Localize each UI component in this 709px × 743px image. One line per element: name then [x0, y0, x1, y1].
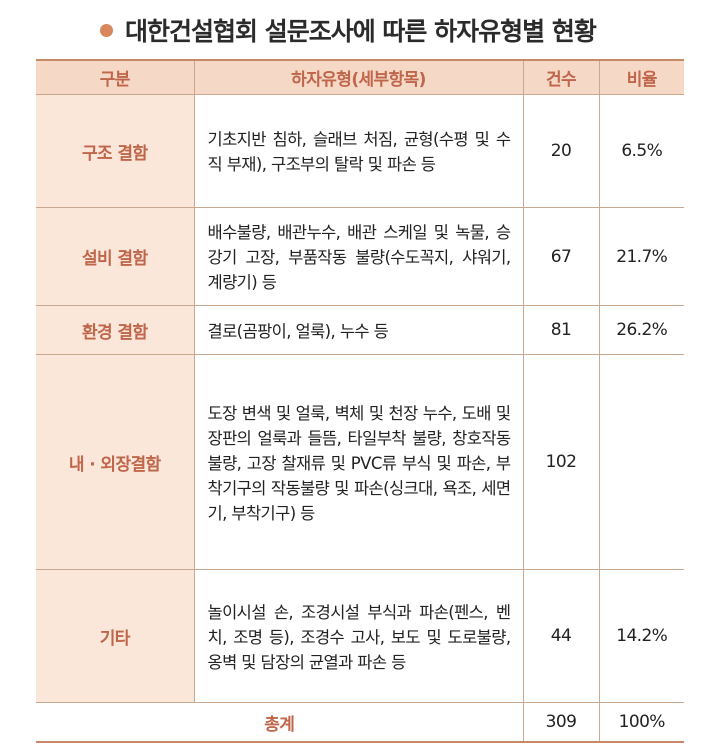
row-count: 81 [523, 305, 600, 355]
row-count: 20 [523, 94, 600, 208]
row-detail: 기초지반 침하, 슬래브 처짐, 균형(수평 및 수직 부재), 구조부의 탈락… [194, 94, 524, 208]
row-ratio: 14.2% [599, 569, 684, 703]
table-row: 환경 결함 결로(곰팡이, 얼룩), 누수 등 81 26.2% [36, 305, 684, 355]
row-detail: 도장 변색 및 얼룩, 벽체 및 천장 누수, 도배 및 장판의 얼룩과 들뜸,… [194, 354, 524, 570]
bullet-dot-icon [100, 23, 113, 37]
row-category: 설비 결함 [36, 207, 195, 306]
row-ratio [599, 354, 684, 570]
table-row: 구조 결함 기초지반 침하, 슬래브 처짐, 균형(수평 및 수직 부재), 구… [36, 94, 684, 208]
table-header-row: 구분 하자유형(세부항목) 건수 비율 [36, 59, 684, 95]
table-total-row: 총계 309 100% [36, 702, 684, 743]
row-detail: 배수불량, 배관누수, 배관 스케일 및 녹물, 승강기 고장, 부품작동 불량… [194, 207, 524, 306]
row-ratio: 6.5% [599, 94, 684, 208]
header-ratio: 비율 [599, 59, 684, 95]
defect-type-table: 구분 하자유형(세부항목) 건수 비율 구조 결함 기초지반 침하, 슬래브 처… [36, 59, 684, 743]
row-detail: 놀이시설 손, 조경시설 부식과 파손(펜스, 벤치, 조명 등), 조경수 고… [194, 569, 524, 703]
row-ratio: 21.7% [599, 207, 684, 306]
table-row: 기타 놀이시설 손, 조경시설 부식과 파손(펜스, 벤치, 조명 등), 조경… [36, 569, 684, 703]
row-category: 구조 결함 [36, 94, 195, 208]
row-count: 44 [523, 569, 600, 703]
total-ratio: 100% [599, 702, 684, 743]
table-row: 설비 결함 배수불량, 배관누수, 배관 스케일 및 녹물, 승강기 고장, 부… [36, 207, 684, 306]
header-count: 건수 [523, 59, 600, 95]
header-detail: 하자유형(세부항목) [194, 59, 524, 95]
row-category: 내 · 외장결함 [36, 354, 195, 570]
header-category: 구분 [36, 59, 195, 95]
total-label: 총계 [36, 702, 524, 743]
row-ratio: 26.2% [599, 305, 684, 355]
row-category: 기타 [36, 569, 195, 703]
title-text: 대한건설협회 설문조사에 따른 하자유형별 현황 [125, 17, 597, 46]
total-count: 309 [523, 702, 600, 743]
row-count: 102 [523, 354, 600, 570]
row-category: 환경 결함 [36, 305, 195, 355]
row-detail: 결로(곰팡이, 얼룩), 누수 등 [194, 305, 524, 355]
row-count: 67 [523, 207, 600, 306]
table-row: 내 · 외장결함 도장 변색 및 얼룩, 벽체 및 천장 누수, 도배 및 장판… [36, 354, 684, 570]
page-title: 대한건설협회 설문조사에 따른 하자유형별 현황 [100, 12, 597, 48]
